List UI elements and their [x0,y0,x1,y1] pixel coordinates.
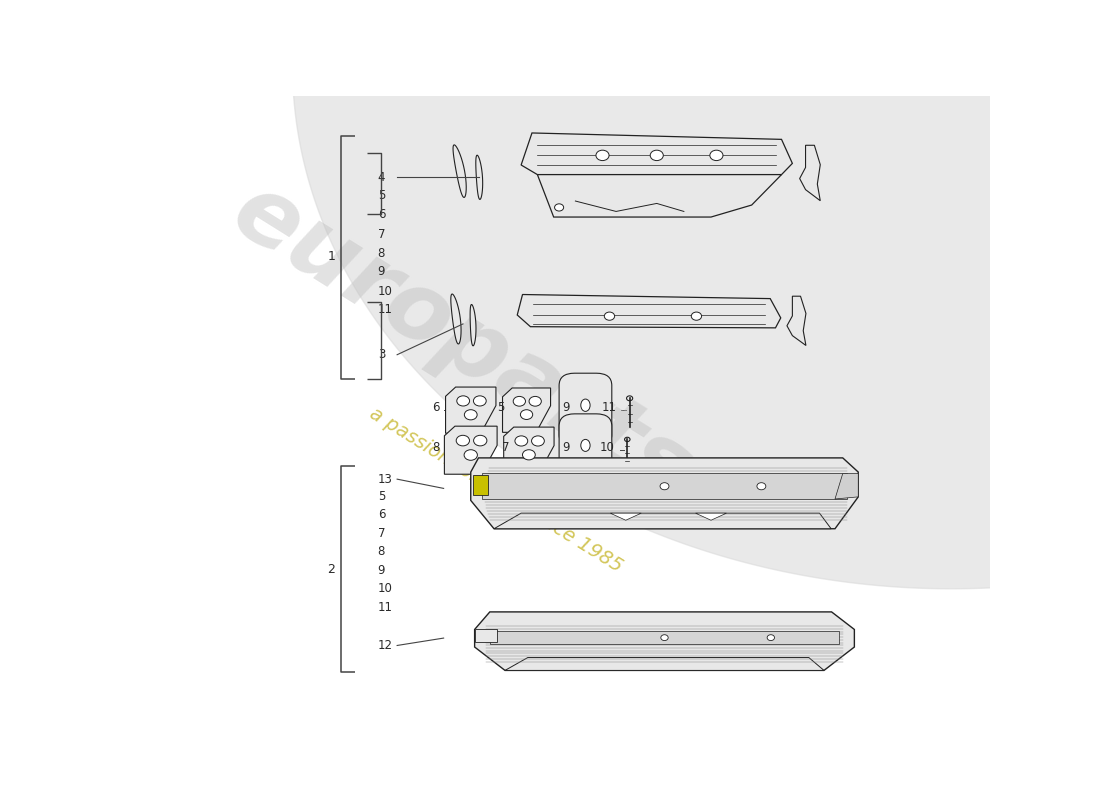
Circle shape [554,204,563,211]
Ellipse shape [581,399,590,411]
Polygon shape [610,513,641,520]
Text: 10: 10 [377,582,393,595]
Text: 7: 7 [377,228,385,241]
Text: 7: 7 [502,441,509,454]
FancyBboxPatch shape [559,414,612,486]
Polygon shape [494,513,832,529]
Polygon shape [444,426,497,474]
Text: 2: 2 [328,562,336,575]
Polygon shape [451,294,461,344]
Text: 9: 9 [562,441,570,454]
Circle shape [520,410,532,419]
Circle shape [650,150,663,161]
Circle shape [473,396,486,406]
Polygon shape [835,474,858,499]
Circle shape [529,397,541,406]
Text: 3: 3 [377,348,385,362]
Bar [473,475,488,494]
Circle shape [515,436,528,446]
Text: europarts: europarts [216,165,707,520]
Circle shape [474,435,487,446]
Text: 10: 10 [600,441,615,454]
Circle shape [596,150,609,161]
Circle shape [661,634,668,641]
Text: 11: 11 [602,401,616,414]
Text: 6: 6 [432,401,440,414]
Circle shape [514,397,526,406]
Circle shape [757,482,766,490]
Circle shape [464,450,477,460]
Polygon shape [446,387,496,434]
Text: 9: 9 [562,401,570,414]
Circle shape [710,150,723,161]
Text: 10: 10 [377,285,393,298]
Text: 5: 5 [377,190,385,202]
Text: 11: 11 [377,303,393,316]
Text: a passion for parts since 1985: a passion for parts since 1985 [365,404,626,576]
Polygon shape [521,133,792,174]
Ellipse shape [581,439,590,451]
Polygon shape [470,305,476,346]
Polygon shape [471,458,858,529]
Text: 11: 11 [377,601,393,614]
Polygon shape [476,155,483,199]
Polygon shape [538,174,781,217]
Polygon shape [695,513,726,520]
Circle shape [464,410,477,420]
Text: 7: 7 [377,527,385,540]
Circle shape [531,436,544,446]
Text: 8: 8 [377,546,385,558]
Bar [474,630,497,642]
Text: 5: 5 [377,490,385,503]
Circle shape [627,396,632,401]
Polygon shape [503,388,551,432]
Polygon shape [453,145,466,198]
Text: 4: 4 [377,171,385,184]
Text: 6: 6 [377,508,385,522]
Circle shape [660,482,669,490]
Text: 1: 1 [328,250,336,262]
Text: 9: 9 [377,265,385,278]
Polygon shape [505,658,824,670]
Circle shape [522,450,536,460]
Circle shape [691,312,702,320]
Polygon shape [517,294,781,328]
Polygon shape [293,0,1054,589]
Text: 9: 9 [377,564,385,577]
FancyBboxPatch shape [559,373,612,447]
Text: 13: 13 [377,473,393,486]
Text: 8: 8 [432,441,440,454]
Circle shape [604,312,615,320]
Circle shape [456,396,470,406]
Text: 12: 12 [377,639,393,652]
Polygon shape [483,474,847,499]
Circle shape [767,634,774,641]
Polygon shape [490,630,839,644]
Circle shape [456,435,470,446]
Polygon shape [504,427,554,474]
Text: 6: 6 [377,208,385,221]
Polygon shape [800,146,821,201]
Polygon shape [474,612,855,670]
Text: 5: 5 [497,401,504,414]
Text: 8: 8 [377,246,385,259]
Polygon shape [786,296,806,346]
Circle shape [625,438,630,442]
